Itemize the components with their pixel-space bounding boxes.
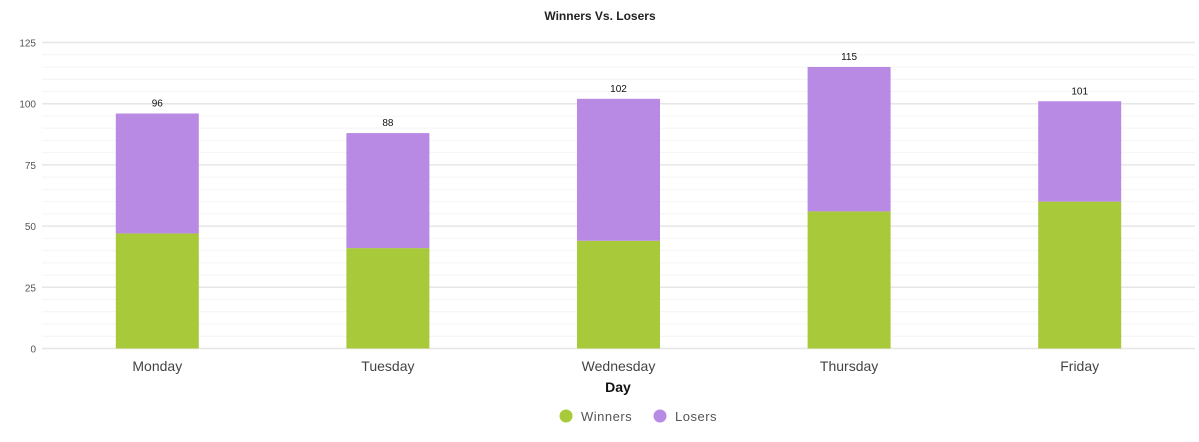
x-tick-label: Thursday (820, 358, 878, 374)
y-tick-label: 100 (19, 100, 36, 111)
x-axis-label: Day (605, 379, 631, 395)
y-tick-label: 125 (19, 39, 36, 50)
x-tick-label: Tuesday (361, 358, 414, 374)
legend-label: Winners (581, 409, 632, 424)
total-label: 101 (1071, 86, 1088, 97)
bar-losers-wednesday[interactable] (577, 98, 660, 241)
x-tick-label: Friday (1060, 358, 1099, 374)
total-label: 102 (610, 84, 627, 95)
bar-losers-friday[interactable] (1038, 101, 1122, 202)
x-tick-label: Wednesday (582, 358, 656, 374)
legend-swatch (653, 409, 667, 423)
bar-winners-monday[interactable] (115, 233, 199, 349)
x-tick-label: Monday (132, 358, 182, 374)
legend-item-winners[interactable]: Winners (559, 409, 633, 424)
y-tick-label: 75 (25, 161, 37, 172)
bar-winners-thursday[interactable] (807, 211, 891, 349)
y-tick-label: 25 (25, 283, 37, 294)
total-label: 115 (841, 52, 857, 63)
total-label: 88 (382, 118, 394, 129)
legend-swatch (559, 409, 573, 423)
bar-losers-thursday[interactable] (807, 66, 891, 212)
bar-winners-friday[interactable] (1038, 201, 1122, 349)
total-label: 96 (152, 98, 164, 109)
bar-winners-wednesday[interactable] (577, 240, 660, 349)
y-tick-label: 0 (30, 345, 36, 356)
legend-label: Losers (675, 409, 717, 424)
legend-item-losers[interactable]: Losers (653, 409, 718, 424)
bar-losers-monday[interactable] (115, 113, 199, 234)
chart-title: Winners Vs. Losers (544, 9, 656, 23)
bar-winners-tuesday[interactable] (346, 248, 430, 349)
bar-losers-tuesday[interactable] (346, 133, 430, 249)
y-tick-label: 50 (25, 222, 37, 233)
